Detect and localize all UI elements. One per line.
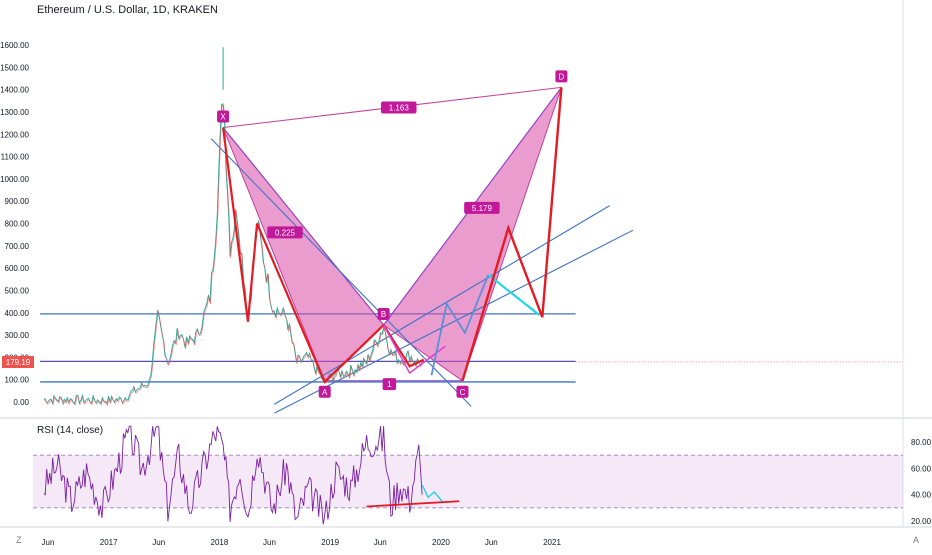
pattern-xab-triangle [222, 127, 385, 382]
price-tick-label: 1400.00 [0, 86, 29, 95]
time-tick-label: 2021 [543, 538, 561, 547]
time-tick-label: Jun [485, 538, 498, 547]
rsi-cyan-projection [421, 485, 443, 502]
price-tick-label: 900.00 [5, 197, 30, 206]
blue-projection-line [430, 274, 490, 376]
pattern-ratio-badge [381, 101, 417, 114]
price-series-line [43, 103, 423, 405]
pattern-ratio-label: 1 [387, 380, 392, 389]
pattern-ratio-label: 5.179 [472, 204, 493, 213]
price-tick-label: 300.00 [5, 331, 30, 340]
trend-line [210, 138, 472, 407]
trend-line [274, 205, 610, 405]
price-tick-label: 800.00 [5, 220, 30, 229]
trend-line [274, 229, 634, 414]
pattern-ratio-label: 1.163 [389, 103, 410, 112]
pattern-point-badge [377, 308, 390, 321]
pattern-point-label: D [559, 72, 565, 81]
price-tick-label: 1600.00 [0, 41, 29, 50]
red-swing-line [221, 127, 425, 384]
pattern-point-badge [555, 70, 568, 83]
time-tick-label: Jun [42, 538, 55, 547]
time-tick-label: 2019 [321, 538, 339, 547]
time-tick-label: 2017 [100, 538, 118, 547]
price-tick-label: 0.00 [13, 398, 29, 407]
price-tick-label: 1200.00 [0, 130, 29, 139]
red-projection-line [461, 87, 563, 382]
corner-right-label[interactable]: A [913, 535, 920, 545]
pattern-point-badge [456, 385, 469, 398]
rsi-title: RSI (14, close) [37, 425, 104, 436]
price-tick-label: 1000.00 [0, 175, 29, 184]
corner-left-label[interactable]: Z [16, 535, 22, 545]
pattern-ratio-label: 0.225 [275, 228, 296, 237]
pattern-ratio-badge [267, 226, 303, 239]
time-tick-label: Jun [152, 538, 165, 547]
price-tick-label: 600.00 [5, 264, 30, 273]
pattern-point-badge [217, 110, 230, 123]
time-tick-label: 2020 [432, 538, 450, 547]
current-price-tag: 179.19 [6, 358, 31, 367]
chart-title: Ethereum / U.S. Dollar, 1D, KRAKEN [37, 4, 218, 16]
rsi-series-line [43, 425, 423, 525]
rsi-divergence-line [366, 500, 460, 508]
current-price-tag-bg [2, 356, 34, 369]
rsi-band [33, 455, 903, 508]
price-tick-label: 500.00 [5, 286, 30, 295]
time-tick-label: Jun [263, 538, 276, 547]
price-tick-label: 1500.00 [0, 63, 29, 72]
price-tick-label: 700.00 [5, 242, 30, 251]
pattern-bcd-triangle [382, 87, 562, 382]
price-tick-label: 1100.00 [1, 153, 30, 162]
rsi-tick-label: 40.00 [911, 491, 932, 500]
price-tick-label: 400.00 [5, 309, 30, 318]
pattern-ratio-badge [464, 201, 500, 214]
time-tick-label: Jun [374, 538, 387, 547]
pattern-point-badge [318, 385, 331, 398]
pattern-point-label: A [322, 388, 328, 397]
magenta-projection-line [382, 324, 446, 375]
rsi-tick-label: 60.00 [911, 464, 932, 473]
price-tick-label: 100.00 [5, 376, 30, 385]
time-tick-label: 2018 [211, 538, 229, 547]
pattern-point-label: X [220, 113, 226, 122]
pattern-point-label: B [381, 310, 386, 319]
cyan-projection-line [487, 273, 540, 316]
price-tick-label: 1300.00 [0, 108, 29, 117]
rsi-tick-label: 80.00 [911, 438, 932, 447]
price-series-shadow [44, 104, 423, 407]
rsi-tick-label: 20.00 [911, 517, 932, 526]
pattern-ratio-badge [382, 378, 397, 391]
pattern-point-label: C [460, 388, 466, 397]
pattern-xb-line [222, 127, 384, 326]
